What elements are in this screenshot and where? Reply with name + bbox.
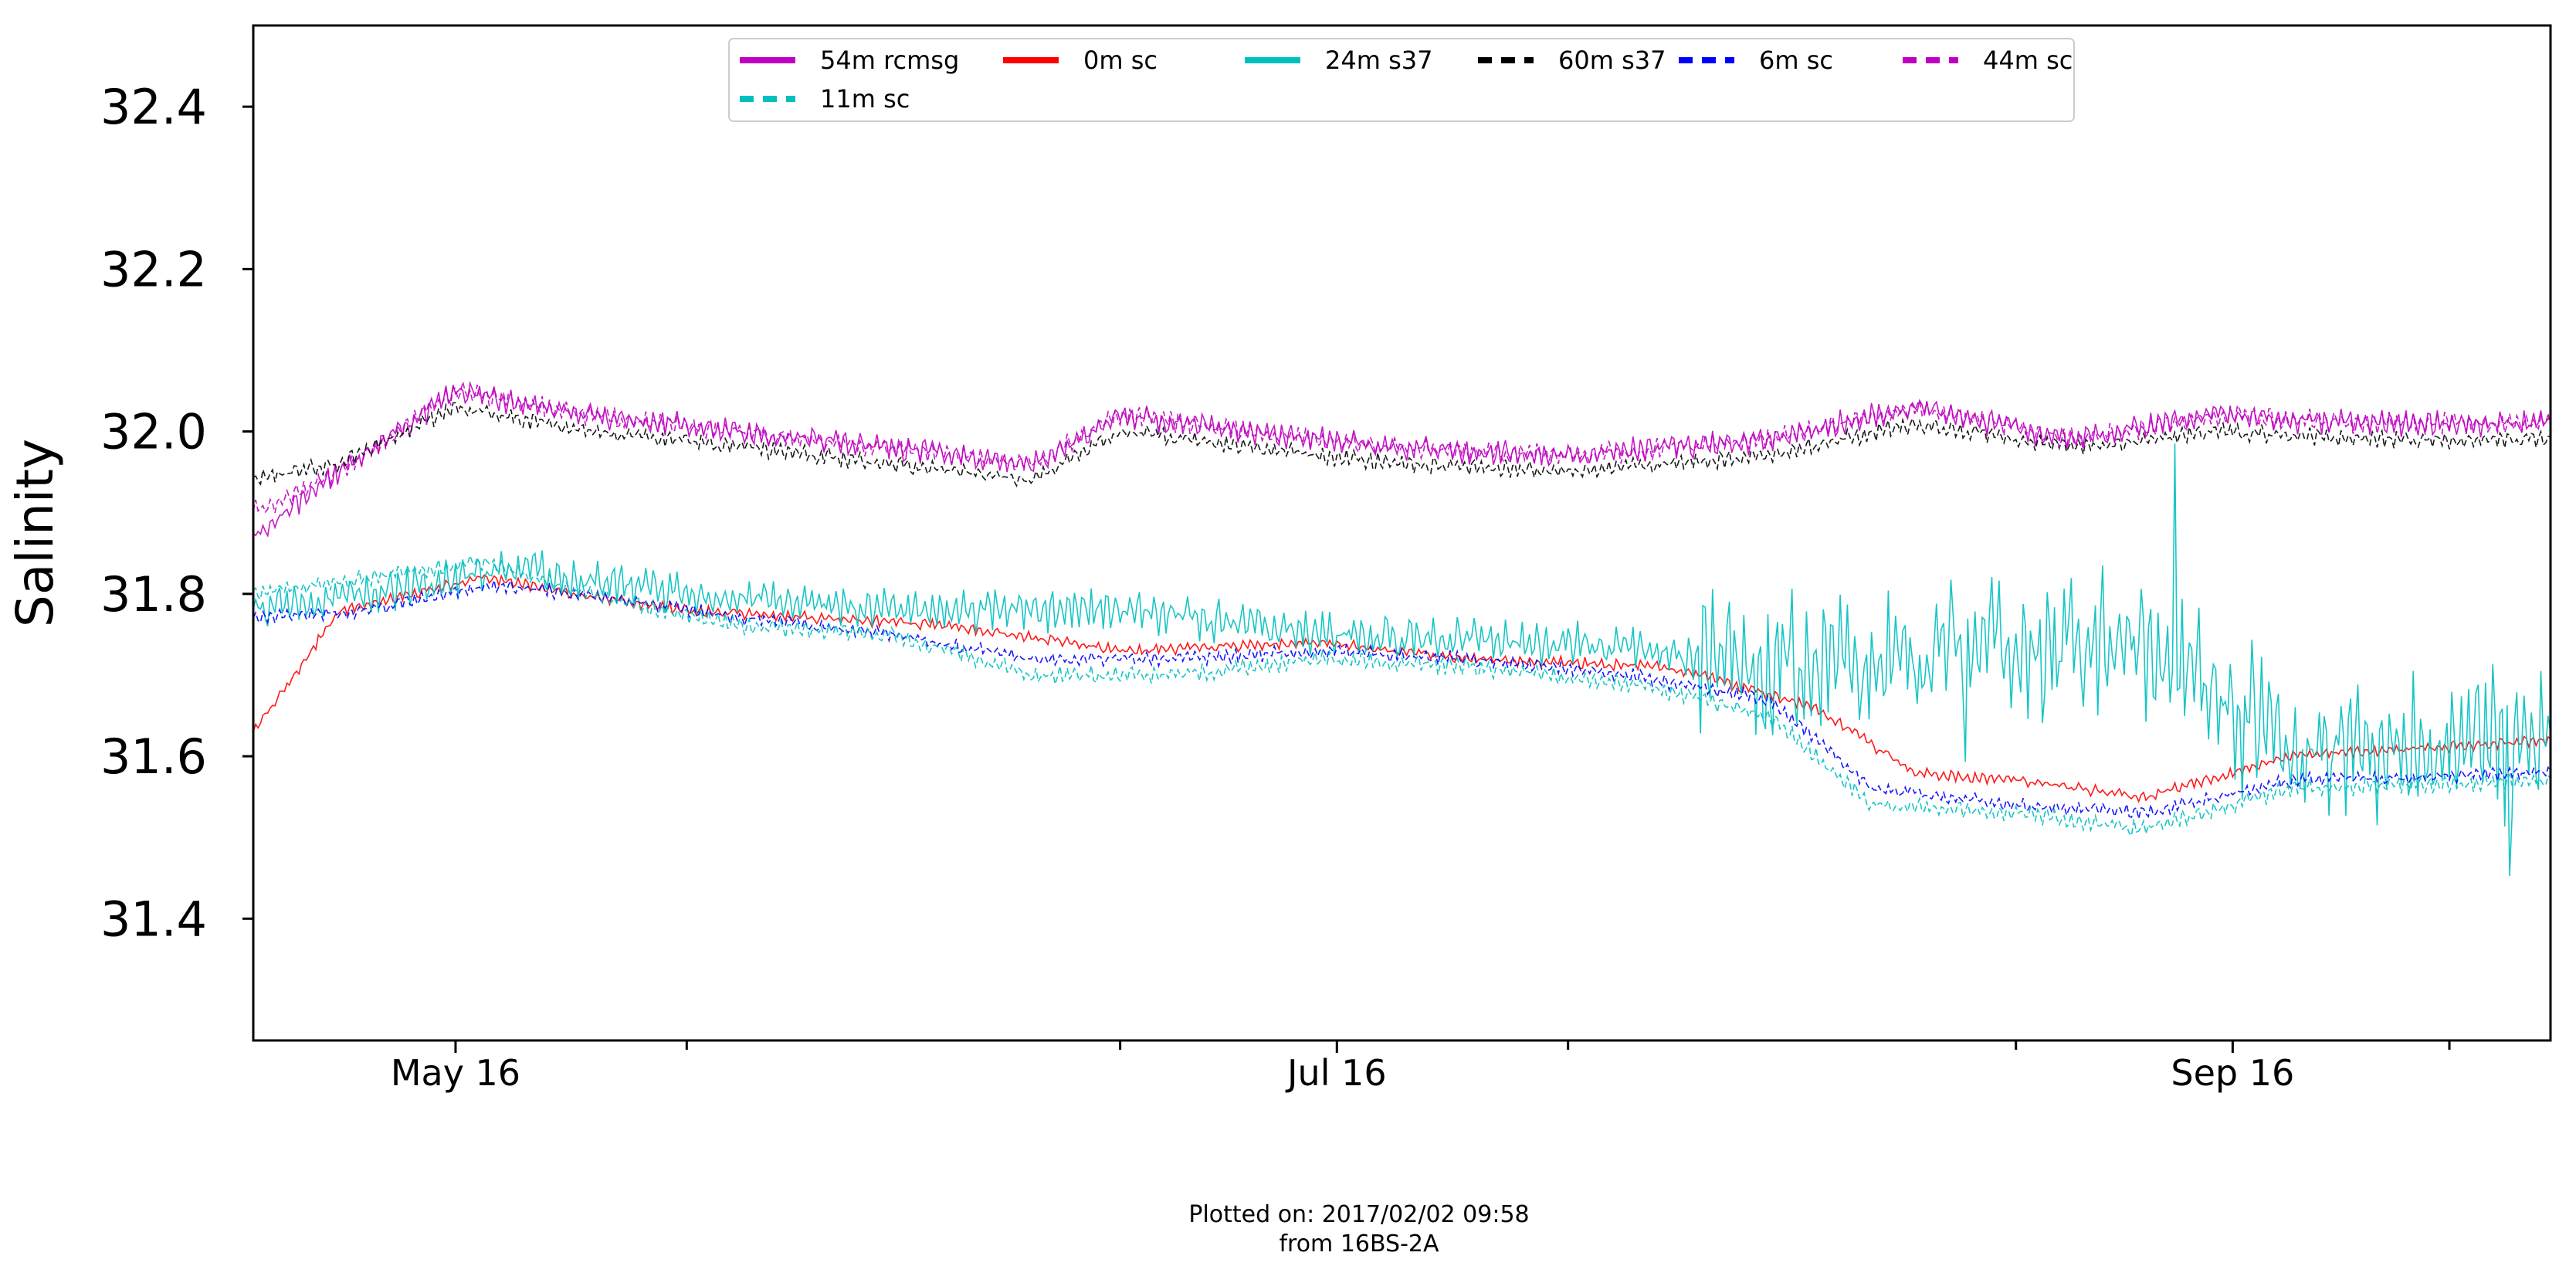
plot-footer: Plotted on: 2017/02/02 09:58 from 16BS-2… xyxy=(1120,1200,1598,1259)
legend-label: 44m sc xyxy=(1983,46,2073,75)
legend: 54m rcmsg 0m sc 24m s37 60m s37 6m sc 44m sc 1… xyxy=(728,38,2075,122)
legend-label: 6m sc xyxy=(1759,46,1833,75)
series-line-6m-sc xyxy=(253,579,2551,820)
y-tick-label: 31.4 xyxy=(100,891,207,947)
plot-frame xyxy=(252,24,2552,1042)
x-tick-label: Jul 16 xyxy=(1285,1052,1387,1094)
legend-label: 60m s37 xyxy=(1558,46,1666,75)
plotted-on-text: Plotted on: 2017/02/02 09:58 xyxy=(1188,1201,1530,1228)
x-tick-label: May 16 xyxy=(391,1052,520,1094)
legend-box xyxy=(728,38,2075,122)
legend-label: 54m rcmsg xyxy=(820,46,959,75)
series-line-11m-sc xyxy=(253,553,2551,837)
series-line-44m-sc xyxy=(253,382,2551,514)
series-line-0m-sc xyxy=(253,574,2551,803)
y-axis-label: Salinity xyxy=(5,439,65,627)
series-layer xyxy=(253,380,2551,877)
x-tick-label: Sep 16 xyxy=(2171,1052,2294,1094)
y-tick-label: 32.4 xyxy=(100,79,207,135)
legend-label: 24m s37 xyxy=(1325,46,1432,75)
y-tick-label: 32.0 xyxy=(100,404,207,460)
legend-label: 11m sc xyxy=(820,84,910,114)
y-tick-label: 31.8 xyxy=(100,566,207,623)
series-line-60m-s37 xyxy=(253,402,2551,488)
source-text: from 16BS-2A xyxy=(1279,1230,1439,1258)
y-tick-label: 32.2 xyxy=(100,241,207,297)
legend-label: 0m sc xyxy=(1083,46,1158,75)
axis-layer: 31.4 31.6 31.8 32.0 32.2 32.4 May 16 Jul 16 Sep … xyxy=(100,79,2451,1094)
series-line-24m-s37 xyxy=(253,443,2551,877)
y-tick-label: 31.6 xyxy=(100,728,207,785)
